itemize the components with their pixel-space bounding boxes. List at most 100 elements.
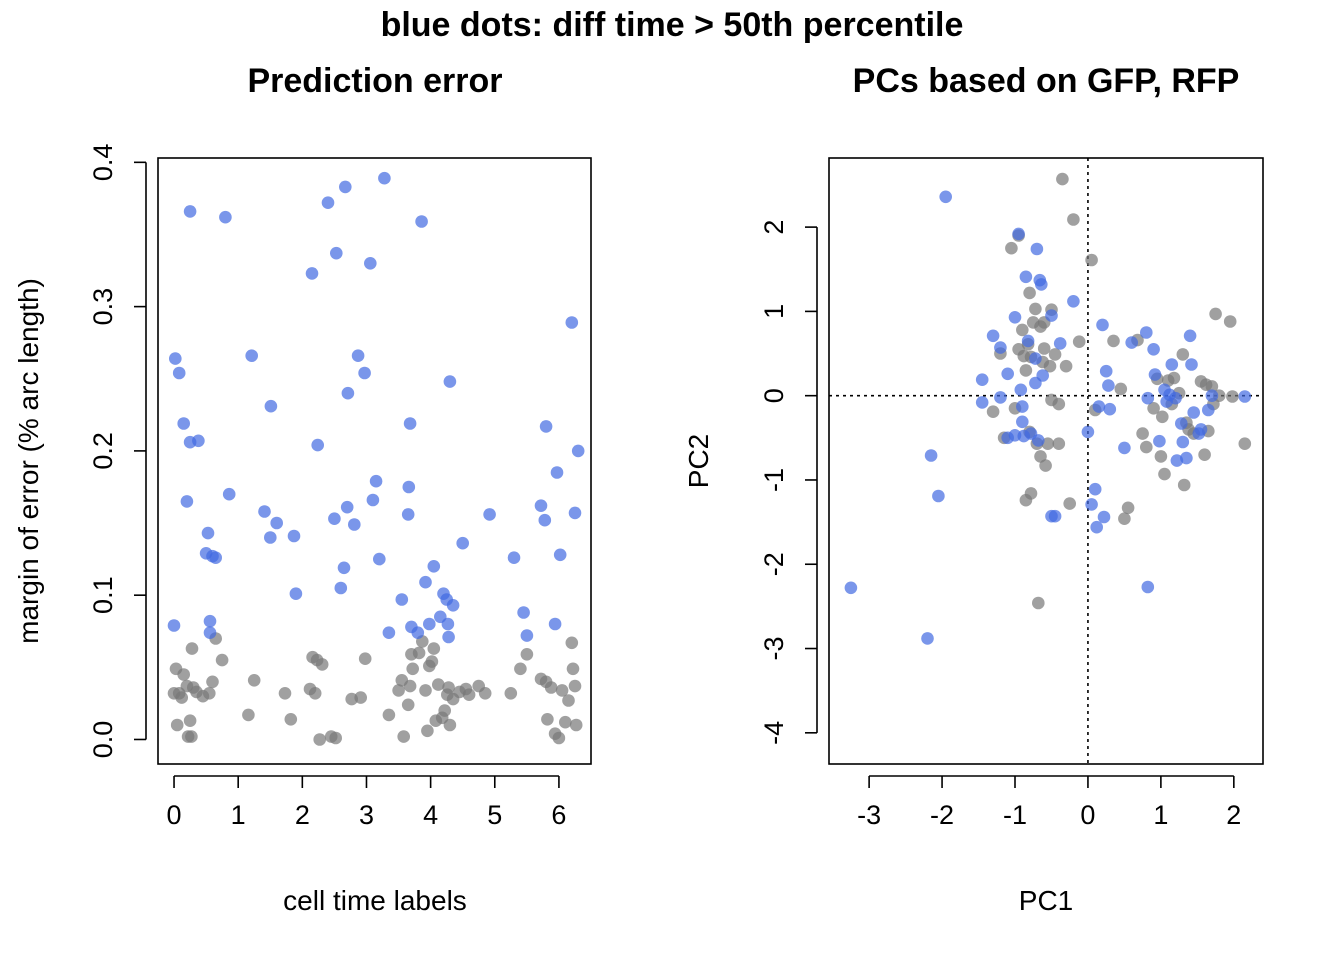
- blue-data-point: [975, 396, 989, 409]
- blue-data-point: [446, 599, 460, 612]
- gray-data-point: [552, 731, 566, 745]
- blue-data-point: [1035, 278, 1048, 291]
- gray-data-point: [185, 730, 198, 743]
- blue-data-point: [1169, 391, 1182, 405]
- blue-data-point: [403, 417, 417, 430]
- y-axis-label-prediction-error: margin of error (% arc length): [13, 278, 44, 644]
- gray-data-point: [329, 731, 343, 745]
- blue-data-point: [203, 614, 217, 628]
- blue-data-point: [553, 548, 567, 562]
- blue-data-point: [1036, 369, 1049, 382]
- gray-data-point: [1223, 315, 1237, 328]
- blue-data-point: [568, 506, 582, 520]
- blue-data-point: [1103, 402, 1117, 416]
- panel-title-pcs: PCs based on GFP, RFP: [853, 62, 1240, 100]
- x-tick-label: 1: [1153, 800, 1168, 830]
- gray-data-point: [544, 681, 558, 694]
- blue-data-point: [339, 180, 352, 194]
- gray-data-point: [1140, 440, 1153, 454]
- blue-data-point: [427, 560, 441, 573]
- blue-data-point: [534, 499, 548, 512]
- gray-data-point: [1032, 596, 1045, 610]
- gray-data-point: [986, 405, 1000, 419]
- blue-data-point: [340, 500, 354, 514]
- gray-data-point: [177, 668, 190, 681]
- gray-data-point: [1052, 437, 1066, 451]
- x-tick-label: 3: [359, 800, 374, 830]
- blue-data-point: [402, 480, 416, 494]
- blue-data-point: [1032, 434, 1045, 447]
- gray-data-point: [242, 708, 255, 722]
- gray-data-point: [215, 653, 229, 667]
- blue-data-point: [222, 487, 236, 501]
- blue-data-point: [373, 552, 386, 566]
- gray-data-point: [541, 713, 554, 726]
- gray-data-point: [562, 694, 575, 707]
- y-tick-label: 0.1: [88, 576, 118, 614]
- blue-data-point: [1048, 509, 1062, 523]
- blue-data-point: [287, 529, 301, 543]
- gray-data-point: [1052, 397, 1066, 411]
- gray-data-point: [392, 684, 405, 697]
- blue-data-point: [401, 508, 415, 521]
- blue-data-point: [341, 386, 355, 400]
- blue-data-point: [994, 341, 1007, 354]
- blue-data-point: [1202, 403, 1215, 417]
- x-tick-label: -2: [930, 800, 954, 830]
- gray-data-point: [406, 662, 420, 676]
- gray-data-point: [1072, 335, 1086, 349]
- blue-data-point: [921, 632, 934, 645]
- blue-data-point: [167, 619, 181, 632]
- gray-data-point: [478, 687, 492, 700]
- blue-data-point: [270, 516, 284, 530]
- gray-data-point: [1136, 427, 1149, 440]
- x-tick-label: 2: [1226, 800, 1241, 830]
- blue-data-point: [1238, 390, 1252, 403]
- blue-data-point: [538, 513, 552, 527]
- y-tick-label: 1: [759, 304, 789, 319]
- blue-data-point: [419, 575, 432, 589]
- blue-data-point: [1053, 337, 1067, 350]
- blue-data-point: [565, 316, 579, 329]
- gray-data-point: [354, 691, 368, 704]
- x-tick-label: 6: [551, 800, 566, 830]
- gray-data-point: [247, 674, 261, 687]
- gray-data-point: [175, 691, 188, 704]
- blue-data-point: [1194, 423, 1208, 436]
- gray-data-point: [1158, 467, 1171, 481]
- gray-data-point: [565, 636, 579, 650]
- gray-data-point: [462, 688, 476, 701]
- gray-data-point: [401, 698, 415, 712]
- blue-data-point: [1029, 352, 1042, 365]
- gray-data-point: [1198, 448, 1211, 462]
- blue-data-point: [1148, 368, 1162, 381]
- gray-data-point: [1176, 348, 1190, 361]
- blue-data-point: [358, 366, 371, 380]
- blue-data-point: [441, 617, 455, 631]
- gray-data-point: [183, 714, 197, 727]
- gray-data-point: [1167, 371, 1181, 385]
- blue-data-point: [415, 215, 428, 228]
- x-tick-label: 0: [1080, 800, 1095, 830]
- blue-data-point: [209, 551, 222, 564]
- blue-data-point: [337, 561, 351, 575]
- blue-data-point: [571, 444, 585, 458]
- gray-data-point: [1048, 348, 1062, 361]
- blue-data-point: [483, 508, 496, 521]
- x-tick-label: 5: [487, 800, 502, 830]
- blue-data-point: [1067, 295, 1080, 308]
- gray-data-point: [206, 675, 219, 689]
- y-tick-label: -2: [759, 552, 789, 576]
- y-tick-label: 0.2: [88, 432, 118, 470]
- x-tick-label: 4: [423, 800, 438, 830]
- gray-data-point: [1034, 450, 1047, 463]
- blue-data-point: [321, 196, 335, 209]
- blue-data-point: [1125, 336, 1138, 349]
- blue-data-point: [183, 205, 197, 218]
- y-axis-label-pcs: PC2: [683, 434, 714, 488]
- blue-data-point: [1088, 482, 1102, 496]
- blue-data-point: [1081, 425, 1095, 439]
- blue-data-point: [395, 593, 409, 606]
- x-tick-label: 2: [295, 800, 310, 830]
